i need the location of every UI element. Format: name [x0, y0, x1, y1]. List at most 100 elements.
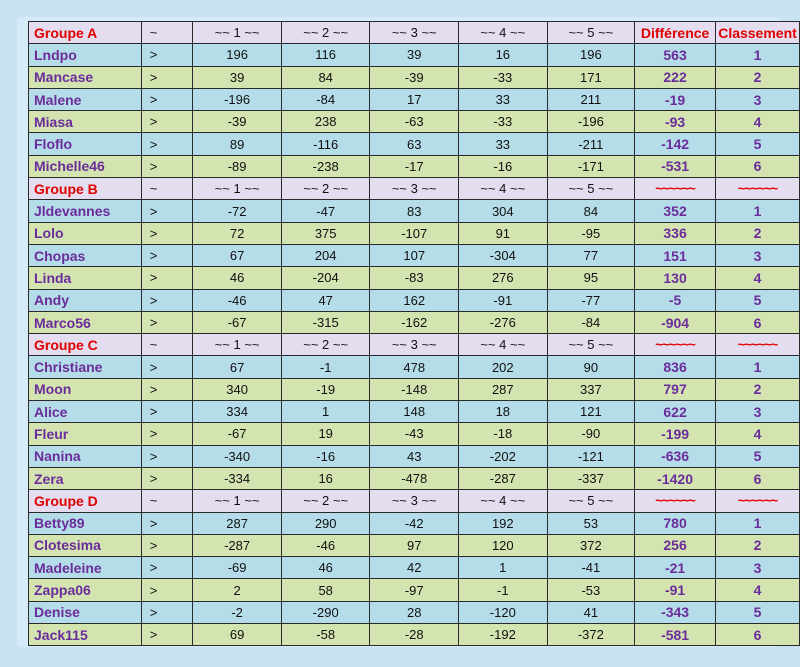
cell-round-3: -148 — [369, 377, 460, 402]
cell-rank: 1 — [715, 355, 800, 379]
header-round-1: ~~ 1 ~~ — [192, 489, 282, 513]
cell-round-3: -43 — [369, 422, 460, 446]
header-round-2: ~~ 2 ~~ — [280, 20, 371, 45]
cell-arrow: > — [140, 600, 194, 625]
cell-name: Lndpo — [28, 43, 142, 67]
cell-round-5: 84 — [546, 199, 636, 223]
cell-round-1: 196 — [192, 43, 282, 67]
cell-rank: 2 — [715, 377, 800, 402]
cell-arrow: > — [140, 65, 194, 89]
cell-round-4: 120 — [458, 533, 548, 558]
cell-round-1: 89 — [192, 132, 282, 156]
table-row: Jack115 >69 -58 -28 -192 -372 -581 6 — [28, 623, 800, 647]
cell-round-1: 334 — [192, 400, 282, 424]
header-round-3: ~~ 3 ~~ — [369, 333, 460, 357]
cell-round-5: -196 — [546, 110, 636, 134]
cell-round-5: 337 — [546, 377, 636, 402]
cell-round-3: 28 — [369, 600, 460, 625]
header-round-3: ~~ 3 ~~ — [369, 177, 460, 201]
cell-rank: 6 — [715, 623, 800, 647]
cell-name: Jack115 — [28, 623, 142, 647]
cell-round-1: 72 — [192, 221, 282, 245]
header-rank: ~~~~~~ — [715, 333, 800, 357]
cell-round-1: 287 — [192, 511, 282, 535]
cell-rank: 3 — [715, 400, 800, 424]
cell-name: Madeleine — [28, 556, 142, 580]
cell-round-3: 162 — [369, 288, 460, 312]
cell-difference: -93 — [634, 110, 717, 134]
cell-round-4: 91 — [458, 221, 548, 245]
table-row: Zappa06 >2 58 -97 -1 -53 -91 4 — [28, 578, 800, 602]
cell-round-5: 196 — [546, 43, 636, 67]
cell-round-4: 202 — [458, 355, 548, 379]
cell-round-5: 171 — [546, 65, 636, 89]
cell-arrow: > — [140, 377, 194, 402]
header-name: Groupe B — [28, 177, 142, 201]
cell-difference: 222 — [634, 65, 717, 89]
header-round-3: ~~ 3 ~~ — [369, 20, 460, 45]
cell-round-3: 42 — [369, 556, 460, 580]
cell-rank: 4 — [715, 266, 800, 290]
cell-round-5: 95 — [546, 266, 636, 290]
cell-name: Jldevannes — [28, 199, 142, 223]
cell-round-5: 211 — [546, 87, 636, 112]
cell-round-1: -67 — [192, 422, 282, 446]
cell-round-5: -337 — [546, 466, 636, 491]
cell-round-1: 69 — [192, 623, 282, 647]
cell-difference: 797 — [634, 377, 717, 402]
cell-round-5: -171 — [546, 154, 636, 179]
cell-round-2: -19 — [280, 377, 371, 402]
cell-difference: 336 — [634, 221, 717, 245]
cell-rank: 4 — [715, 578, 800, 602]
cell-round-5: -77 — [546, 288, 636, 312]
cell-rank: 5 — [715, 600, 800, 625]
cell-difference: -1420 — [634, 466, 717, 491]
header-round-5: ~~ 5 ~~ — [546, 20, 636, 45]
cell-round-4: 16 — [458, 43, 548, 67]
cell-arrow: > — [140, 110, 194, 134]
cell-round-1: -69 — [192, 556, 282, 580]
cell-arrow: > — [140, 221, 194, 245]
cell-round-2: 238 — [280, 110, 371, 134]
header-round-5: ~~ 5 ~~ — [546, 489, 636, 513]
cell-round-1: 2 — [192, 578, 282, 602]
header-difference: ~~~~~~ — [634, 333, 717, 357]
table-row: Michelle46 > -89 -238 -17 -16 -171 -531 6 — [28, 154, 800, 179]
cell-round-2: -58 — [280, 623, 371, 647]
cell-difference: 151 — [634, 243, 717, 268]
cell-rank: 6 — [715, 154, 800, 179]
table-row: Jldevannes > -72 -47 83 304 84 352 1 — [28, 199, 800, 223]
cell-round-3: -162 — [369, 310, 460, 335]
cell-rank: 1 — [715, 43, 800, 67]
cell-round-4: -1 — [458, 578, 548, 602]
table-row: Fleur > -67 19 -43 -18 -90 -199 4 — [28, 422, 800, 446]
cell-arrow: > — [140, 556, 194, 580]
cell-difference: 622 — [634, 400, 717, 424]
cell-difference: -531 — [634, 154, 717, 179]
cell-rank: 3 — [715, 243, 800, 268]
cell-round-2: -46 — [280, 533, 371, 558]
header-arrow: ~ — [140, 177, 194, 201]
cell-round-1: -46 — [192, 288, 282, 312]
cell-round-1: -89 — [192, 154, 282, 179]
cell-name: Alice — [28, 400, 142, 424]
cell-difference: 130 — [634, 266, 717, 290]
table-row: Moon >340 -19 -148 287 337 797 2 — [28, 377, 800, 402]
header-round-5: ~~ 5 ~~ — [546, 333, 636, 357]
table-row: Floflo >89 -116 63 33 -211 -142 5 — [28, 132, 800, 156]
cell-arrow: > — [140, 288, 194, 312]
cell-round-2: -16 — [280, 444, 371, 468]
cell-rank: 3 — [715, 87, 800, 112]
cell-round-3: 39 — [369, 43, 460, 67]
cell-name: Denise — [28, 600, 142, 625]
cell-round-2: 47 — [280, 288, 371, 312]
cell-round-4: 1 — [458, 556, 548, 580]
cell-name: Moon — [28, 377, 142, 402]
cell-round-2: 16 — [280, 466, 371, 491]
cell-rank: 6 — [715, 466, 800, 491]
cell-round-3: -63 — [369, 110, 460, 134]
cell-round-1: -67 — [192, 310, 282, 335]
cell-round-3: 148 — [369, 400, 460, 424]
cell-round-4: -304 — [458, 243, 548, 268]
cell-round-2: -238 — [280, 154, 371, 179]
